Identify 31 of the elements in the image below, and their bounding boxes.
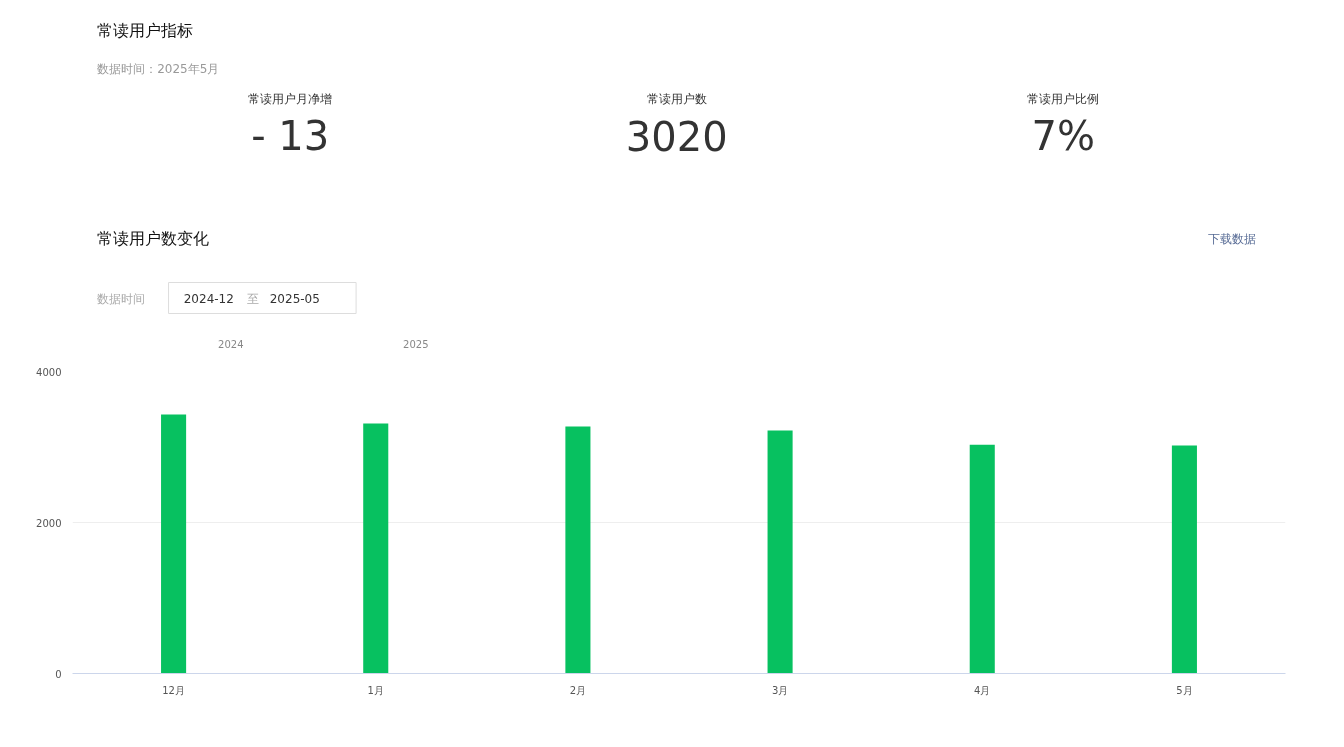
- y-tick-label: 4000: [36, 366, 62, 378]
- data-label: 7%: [1031, 112, 1095, 159]
- category-label: 常读用户数: [646, 91, 707, 106]
- x-tick-label: 12月: [162, 684, 185, 696]
- data-label: - 13: [251, 112, 330, 159]
- category-label: 常读用户比例: [1027, 91, 1100, 106]
- text: 2025-05: [269, 292, 320, 306]
- bar: [565, 426, 591, 674]
- text: 下载数据: [1208, 231, 1257, 246]
- y-tick-label: 2000: [36, 517, 62, 529]
- bar: [969, 444, 995, 674]
- bar: [161, 414, 187, 674]
- x-tick-label: 1月: [367, 684, 384, 696]
- text: 2025: [403, 338, 429, 350]
- text: 数据时间：2025年5月: [97, 61, 220, 76]
- text: 2024: [218, 338, 244, 350]
- y-tick-label: 0: [55, 668, 62, 680]
- x-tick-label: 5月: [1176, 684, 1193, 696]
- text: 2024-12: [183, 292, 234, 306]
- bar: [363, 423, 389, 674]
- data-label: 3020: [625, 113, 728, 160]
- text: 至: [246, 291, 259, 306]
- text: 数据时间: [97, 291, 146, 306]
- bar: [767, 430, 793, 674]
- x-tick-label: 2月: [569, 684, 587, 696]
- x-tick-label: 3月: [771, 684, 789, 696]
- chart-title: 常读用户数变化: [97, 229, 210, 248]
- x-tick-label: 4月: [974, 684, 991, 696]
- category-label: 常读用户月净增: [248, 91, 333, 106]
- text: 常读用户指标: [97, 21, 194, 40]
- bar: [1171, 445, 1197, 674]
